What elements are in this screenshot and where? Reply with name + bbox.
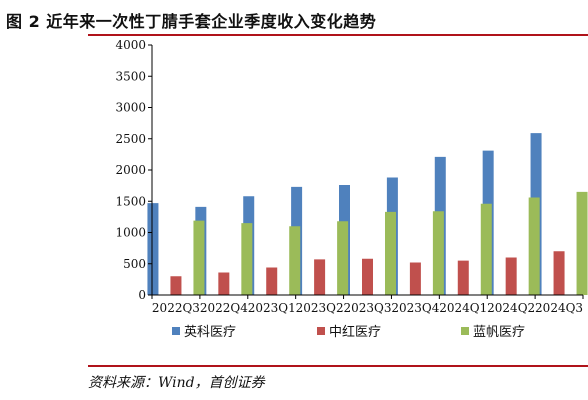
bar-2-2024Q2 (505, 257, 517, 295)
bar-2-2024Q3 (553, 251, 565, 295)
x-tick-label: 2024Q2 (487, 301, 535, 315)
x-tick-label: 2023Q4 (391, 301, 439, 315)
bar-3-2022Q4 (241, 223, 253, 295)
y-tick-label: 0 (138, 288, 146, 302)
bar-2-2023Q4 (409, 262, 421, 295)
bar-3-2023Q3 (385, 211, 396, 295)
bar-2-2023Q1 (266, 267, 278, 295)
x-tick-label: 2024Q3 (535, 301, 583, 315)
y-tick-label: 500 (123, 257, 146, 271)
source-note: 资料来源：Wind，首创证券 (88, 375, 265, 391)
bar-2-2022Q3 (170, 276, 182, 295)
bar-3-2024Q1 (480, 203, 492, 295)
legend-label-3: 蓝帆医疗 (473, 325, 525, 340)
legend-swatch-3 (461, 327, 469, 335)
bar-2-2023Q2 (314, 259, 326, 295)
y-tick-label: 1500 (115, 194, 146, 208)
bar-2-2022Q4 (218, 272, 230, 295)
x-tick-label: 2023Q2 (296, 301, 344, 315)
legend-swatch-1 (172, 327, 180, 335)
legend-label-1: 英科医疗 (184, 325, 236, 340)
y-tick-label: 2500 (115, 132, 146, 146)
bar-3-2023Q1 (289, 226, 301, 295)
bar-3-2023Q4 (432, 211, 444, 295)
top-rule (88, 34, 588, 36)
chart-title: 图 2 近年来一次性丁腈手套企业季度收入变化趋势 (6, 12, 377, 31)
bar-3-2024Q2 (528, 197, 540, 295)
x-tick-label: 2023Q3 (343, 301, 391, 315)
y-tick-label: 3000 (115, 101, 146, 115)
bar-3-2023Q2 (337, 221, 349, 295)
bar-1-2022Q3 (147, 203, 159, 295)
x-tick-label: 2024Q1 (439, 301, 487, 315)
y-tick-label: 3500 (115, 69, 146, 83)
bar-2-2024Q1 (457, 260, 469, 295)
bottom-rule (88, 365, 588, 367)
x-tick-label: 2023Q1 (248, 301, 296, 315)
bar-2-2023Q3 (362, 258, 373, 295)
x-tick-label: 2022Q3 (152, 301, 200, 315)
bar-3-2024Q3 (576, 191, 588, 295)
y-tick-label: 2000 (115, 163, 146, 177)
y-tick-label: 4000 (115, 38, 146, 52)
bars-group (147, 133, 588, 295)
bar-3-2022Q3 (193, 220, 205, 295)
legend-swatch-2 (317, 327, 325, 335)
x-tick-label: 2022Q4 (200, 301, 248, 315)
legend: 英科医疗 中红医疗 蓝帆医疗 (172, 324, 525, 340)
legend-label-2: 中红医疗 (329, 324, 381, 340)
y-tick-label: 1000 (115, 226, 146, 240)
